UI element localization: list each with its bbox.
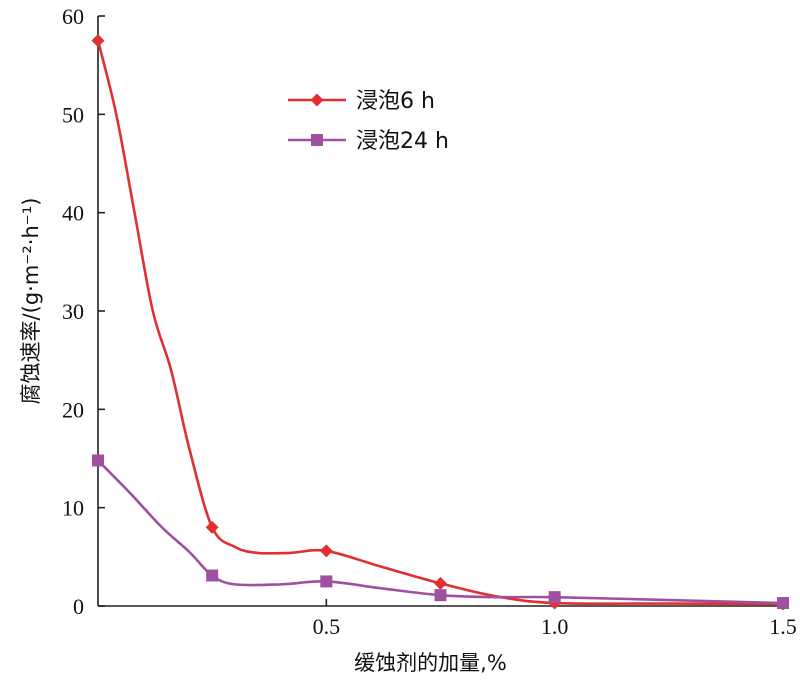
x-tick-label: 1.5 <box>769 614 797 639</box>
legend-marker <box>311 134 323 146</box>
series-group <box>91 34 790 611</box>
data-point <box>434 589 447 602</box>
y-tick-label: 0 <box>73 594 84 619</box>
legend: 浸泡6 h 浸泡24 h <box>288 89 449 154</box>
data-point <box>320 575 333 588</box>
data-point <box>434 576 447 590</box>
x-tick-label: 1.0 <box>541 614 569 639</box>
data-point <box>92 454 104 467</box>
legend-item: 浸泡6 h <box>288 89 435 114</box>
data-point <box>206 569 219 582</box>
series-line <box>96 40 784 606</box>
tick-group: 0 10 20 30 40 50 60 0.5 1.0 1.5 <box>62 4 797 639</box>
legend-marker <box>310 93 324 107</box>
y-tick-label: 60 <box>62 4 84 29</box>
series-1 <box>91 34 790 611</box>
y-tick-label: 30 <box>62 299 84 324</box>
series-line <box>97 459 784 605</box>
data-point <box>205 520 219 534</box>
legend-label: 浸泡24 h <box>356 129 449 154</box>
y-tick-label: 50 <box>62 102 84 127</box>
y-tick-label: 40 <box>62 201 84 226</box>
y-axis-label: 腐蚀速率/(g·m⁻²·h⁻¹) <box>19 198 43 405</box>
x-axis-label: 缓蚀剂的加量,% <box>354 651 507 675</box>
data-point <box>777 597 789 610</box>
data-point <box>91 34 105 48</box>
axes <box>97 16 783 607</box>
data-point <box>548 591 561 604</box>
series-2 <box>92 454 789 610</box>
legend-item: 浸泡24 h <box>288 129 449 154</box>
y-tick-label: 10 <box>62 496 84 521</box>
legend-label: 浸泡6 h <box>356 89 435 114</box>
x-tick-label: 0.5 <box>313 614 341 639</box>
data-point <box>319 544 333 558</box>
y-tick-label: 20 <box>62 397 84 422</box>
